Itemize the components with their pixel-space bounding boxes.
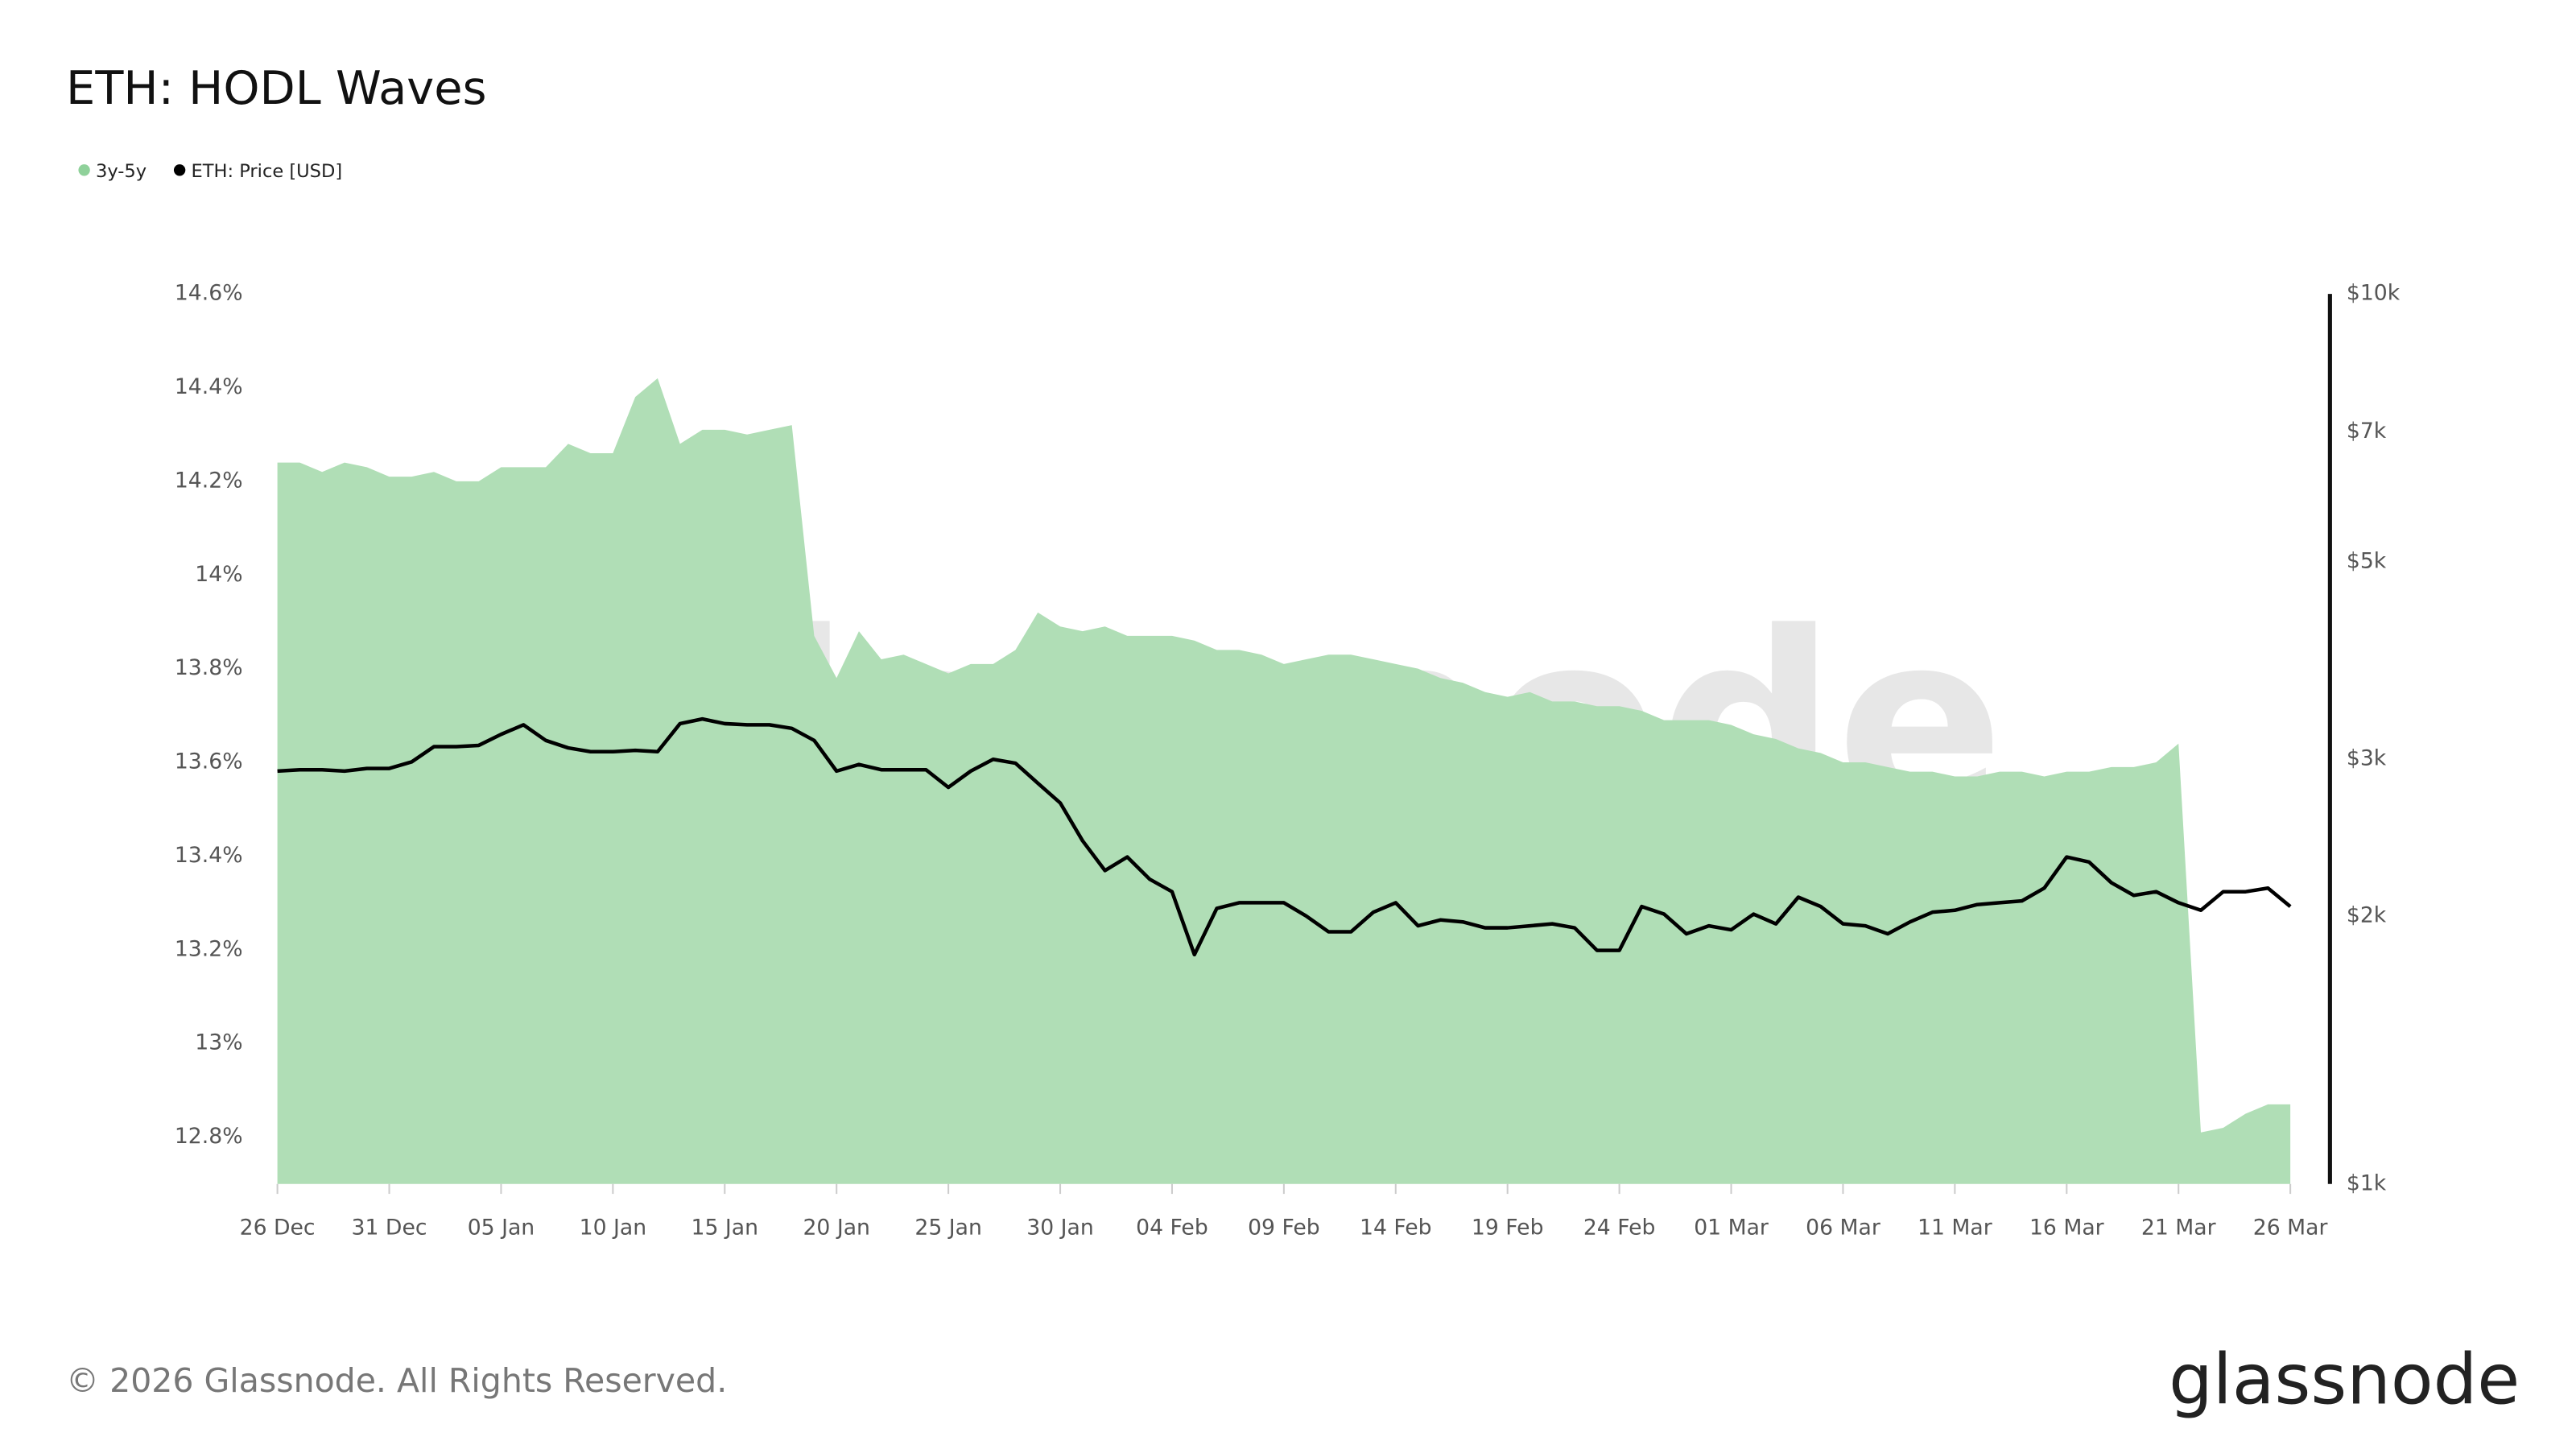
area [277,378,2291,1184]
x-tick-label: 10 Jan [580,1216,646,1241]
x-tick-label: 26 Mar [2253,1216,2328,1241]
y-tick-label: 12.8% [175,1124,243,1149]
footer: © 2026 Glassnode. All Rights Reserved. [66,1361,727,1400]
y2-tick-label: $7k [2347,419,2387,444]
plot-area [277,378,2292,1184]
x-tick-label: 25 Jan [914,1216,981,1241]
y2-tick-label: $1k [2347,1170,2387,1195]
x-tick-label: 11 Mar [1918,1216,1992,1241]
y-tick-label: 13.6% [175,749,243,774]
y-tick-label: 14.4% [175,374,243,399]
x-tick-label: 04 Feb [1136,1216,1208,1241]
x-tick-label: 15 Jan [691,1216,758,1241]
x-tick-label: 01 Mar [1694,1216,1769,1241]
logo: glassnode [2169,1340,2520,1421]
y-tick-label: 13.4% [175,843,243,868]
x-tick-label: 21 Mar [2141,1216,2216,1241]
x-tick-label: 06 Mar [1806,1216,1880,1241]
y-tick-label: 14.2% [175,468,243,493]
legend-label: ETH: Price [USD] [191,161,342,182]
x-tick-label: 20 Jan [803,1216,869,1241]
x-tick-label: 19 Feb [1472,1216,1544,1241]
price-line [277,716,2292,957]
legend: 3y-5y ETH: Price [USD] [78,161,342,182]
x-tick-label: 26 Dec [240,1216,316,1241]
y-tick-label: 13.8% [175,655,243,680]
x-tick-label: 09 Feb [1248,1216,1320,1241]
x-tick-label: 31 Dec [352,1216,427,1241]
x-tick-label: 14 Feb [1360,1216,1432,1241]
y2-tick-label: $5k [2347,548,2387,573]
y-tick-label: 13.2% [175,936,243,961]
x-tick-label: 24 Feb [1583,1216,1656,1241]
y-tick-label: 14% [195,562,242,587]
x-tick-label: 05 Jan [468,1216,535,1241]
legend-marker [78,164,90,176]
y2-tick-label: $10k [2347,281,2401,306]
y-tick-label: 13% [195,1030,242,1055]
chart-title: ETH: HODL Waves [66,61,487,115]
y2-tick-label: $3k [2347,746,2387,771]
y2-tick-label: $2k [2347,902,2387,927]
x-tick-label: 16 Mar [2029,1216,2104,1241]
y-tick-label: 14.6% [175,281,243,306]
x-tick-label: 30 Jan [1026,1216,1093,1241]
legend-marker [173,164,186,176]
legend-label: 3y-5y [96,161,147,182]
